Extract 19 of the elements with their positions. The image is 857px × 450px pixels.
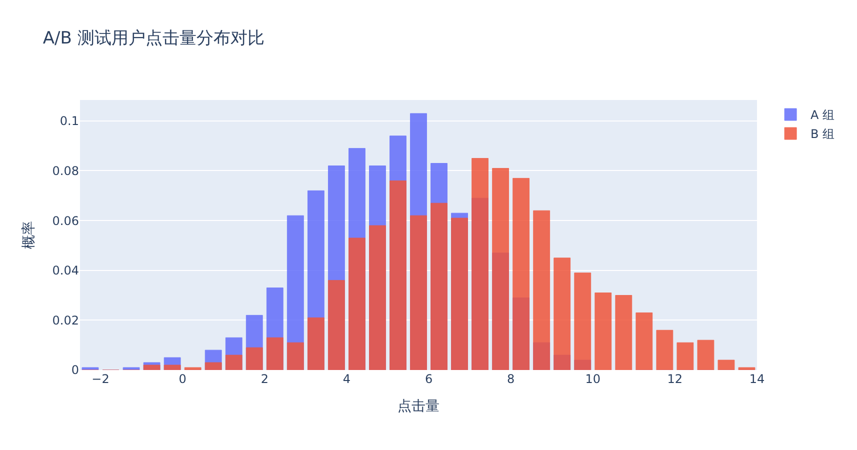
x-tick-label: 6 (424, 372, 433, 386)
x-tick-label: 4 (342, 372, 351, 386)
x-tick-label: 10 (585, 372, 601, 386)
legend-label: B 组 (810, 127, 835, 142)
x-tick-label: 0 (178, 372, 186, 386)
x-tick-label: −2 (92, 372, 110, 386)
y-tick-label: 0.06 (52, 214, 79, 228)
x-tick-label: 12 (667, 372, 683, 386)
chart-title: A/B 测试用户点击量分布对比 (42, 28, 264, 48)
y-tick-label: 0.02 (52, 313, 79, 328)
x-tick-label: 14 (749, 372, 765, 386)
y-tick-label: 0.08 (52, 164, 79, 178)
x-tick-label: 8 (507, 372, 515, 386)
y-tick-label: 0.04 (52, 264, 79, 278)
y-tick-label: 0.1 (60, 114, 79, 128)
legend-label: A 组 (810, 108, 835, 122)
x-axis-title: 点击量 (398, 398, 440, 414)
x-tick-label: 2 (260, 372, 268, 386)
y-axis-title: 概率 (20, 221, 37, 249)
